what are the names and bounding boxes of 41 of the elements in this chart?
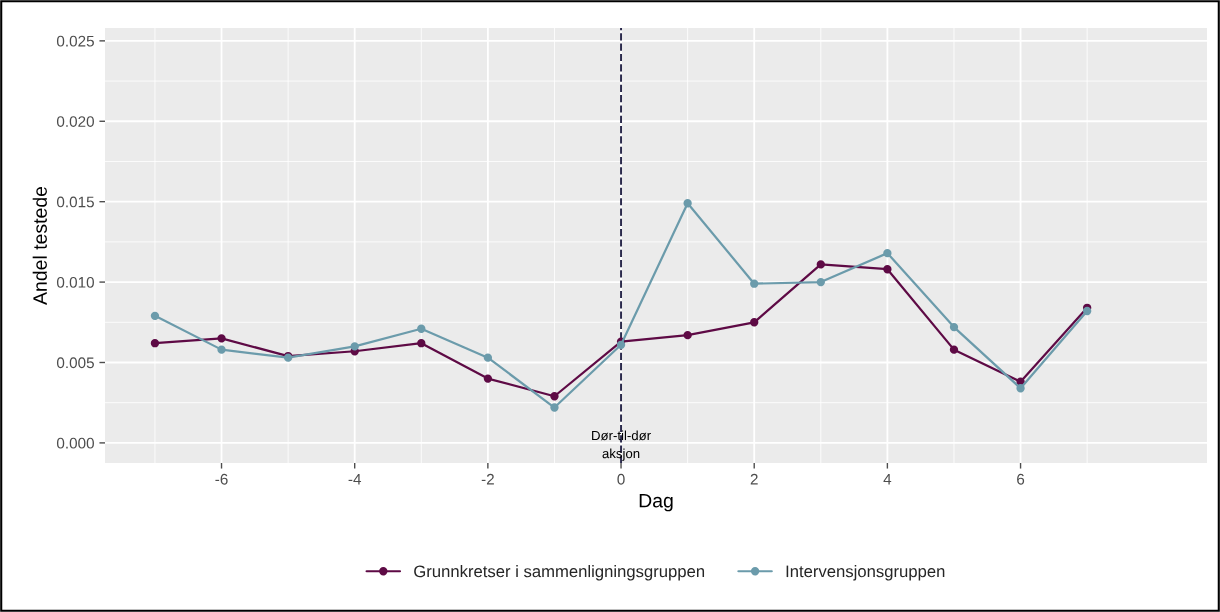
x-axis-title: Dag <box>639 493 673 512</box>
point <box>417 324 426 333</box>
point <box>550 392 559 401</box>
point <box>683 330 692 340</box>
point <box>816 277 825 287</box>
point <box>883 248 892 258</box>
y-tick-label: 0.010 <box>56 276 94 288</box>
point <box>417 339 426 348</box>
x-tick-label: 2 <box>750 473 758 485</box>
point <box>1082 306 1092 316</box>
point <box>816 260 825 269</box>
x-tick-label: 6 <box>1017 473 1025 485</box>
point <box>949 322 959 332</box>
point <box>750 318 759 327</box>
point <box>750 279 759 288</box>
point <box>150 311 160 321</box>
legend-label: Grunnkretser i sammenligningsgruppen <box>414 565 705 581</box>
y-axis-title: Andel testede <box>32 186 47 305</box>
point <box>483 374 493 383</box>
y-tick-label: 0.015 <box>56 196 94 208</box>
point <box>350 342 359 351</box>
x-tick-label: 4 <box>883 473 892 485</box>
y-tick-label: 0.000 <box>56 437 94 449</box>
point <box>217 334 226 343</box>
ref-line-label: Dør-til-dør aksjon <box>592 430 651 461</box>
point <box>1016 384 1025 393</box>
point <box>883 265 892 274</box>
y-tick-label: 0.020 <box>56 116 94 127</box>
y-tick-label: 0.005 <box>56 357 94 369</box>
legend-label: Intervensjonsgruppen <box>786 565 945 581</box>
x-tick-label: -2 <box>481 473 494 485</box>
point <box>550 403 559 412</box>
x-tick-label: -6 <box>215 473 228 485</box>
x-tick-label: 0 <box>617 473 625 485</box>
point <box>217 345 226 354</box>
point <box>483 353 493 362</box>
point <box>683 199 692 208</box>
point <box>949 345 959 354</box>
x-tick-label: -4 <box>348 473 362 485</box>
y-tick-label: 0.025 <box>56 35 94 47</box>
point <box>150 339 160 348</box>
